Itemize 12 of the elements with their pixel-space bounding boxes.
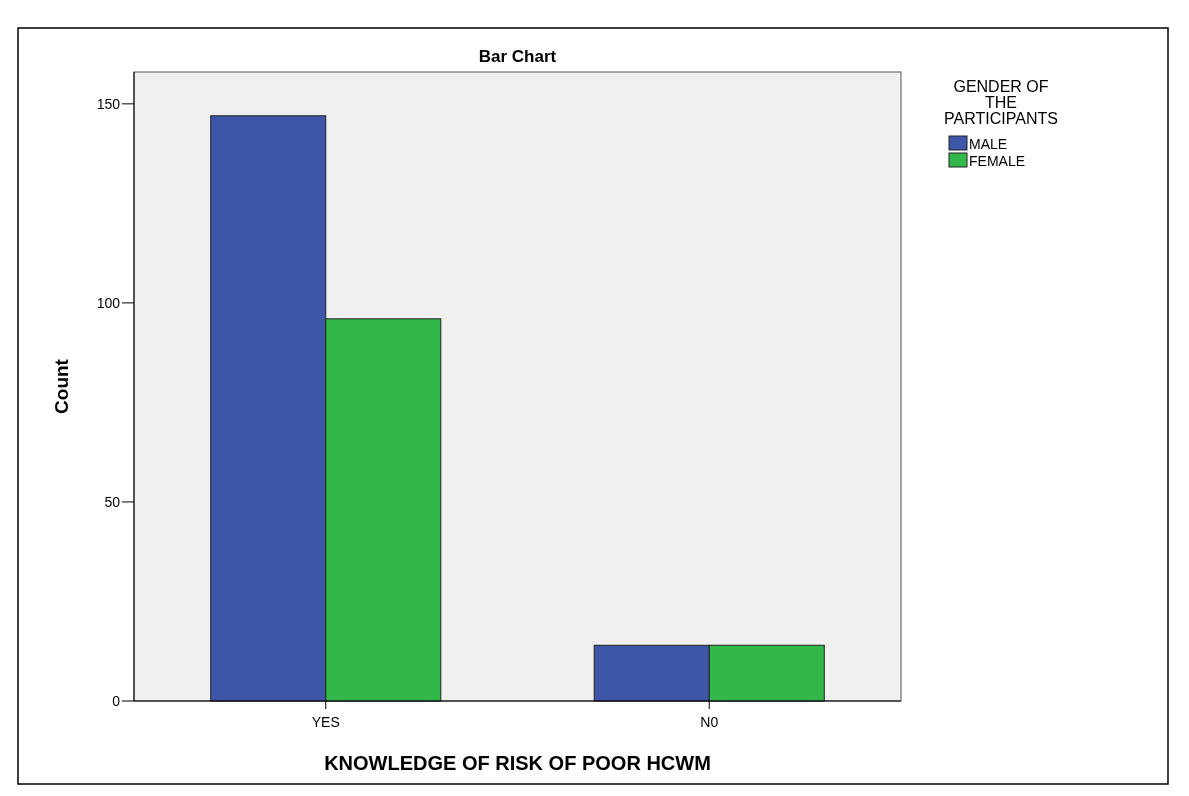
y-tick-label: 0	[112, 692, 121, 709]
legend-label: FEMALE	[969, 153, 1026, 169]
y-tick-label: 100	[96, 294, 121, 311]
y-tick-label: 150	[96, 95, 121, 112]
y-tick-label: 50	[104, 493, 121, 510]
chart-title: Bar Chart	[478, 47, 557, 66]
x-axis-title: KNOWLEDGE OF RISK OF POOR HCWM	[324, 752, 711, 774]
y-axis-title: Count	[51, 358, 72, 414]
legend-title: GENDER OF THE PARTICIPANTS	[944, 78, 1058, 127]
x-tick-label: N0	[700, 714, 719, 730]
x-tick-label: YES	[311, 714, 340, 730]
legend-label: MALE	[969, 136, 1008, 152]
